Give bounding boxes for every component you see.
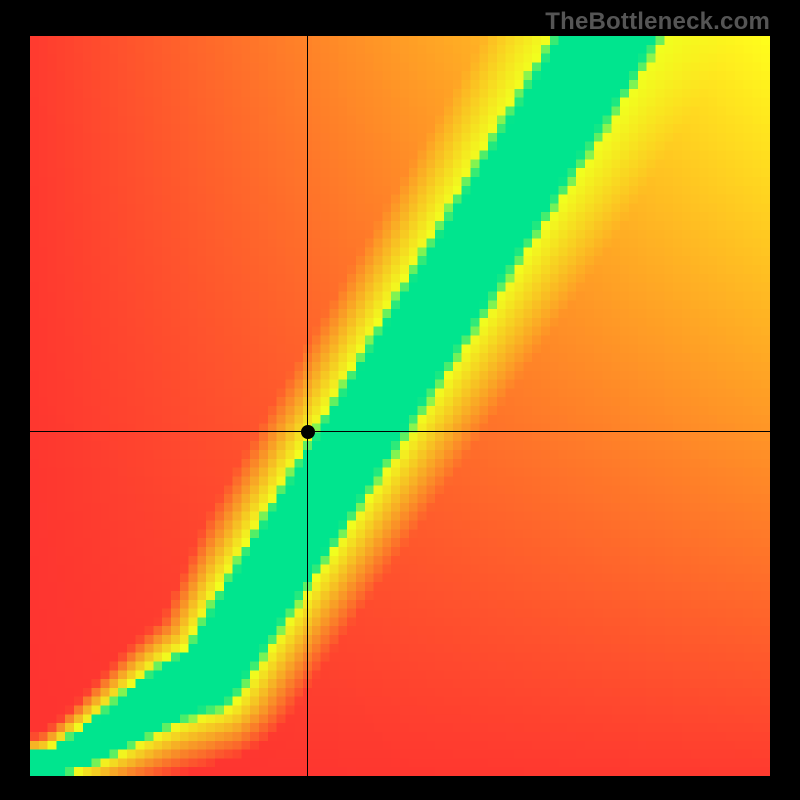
crosshair-horizontal [30, 431, 770, 432]
heatmap-canvas [30, 36, 770, 776]
data-point-marker [301, 425, 315, 439]
watermark-text: TheBottleneck.com [545, 8, 770, 36]
crosshair-vertical [307, 36, 308, 776]
